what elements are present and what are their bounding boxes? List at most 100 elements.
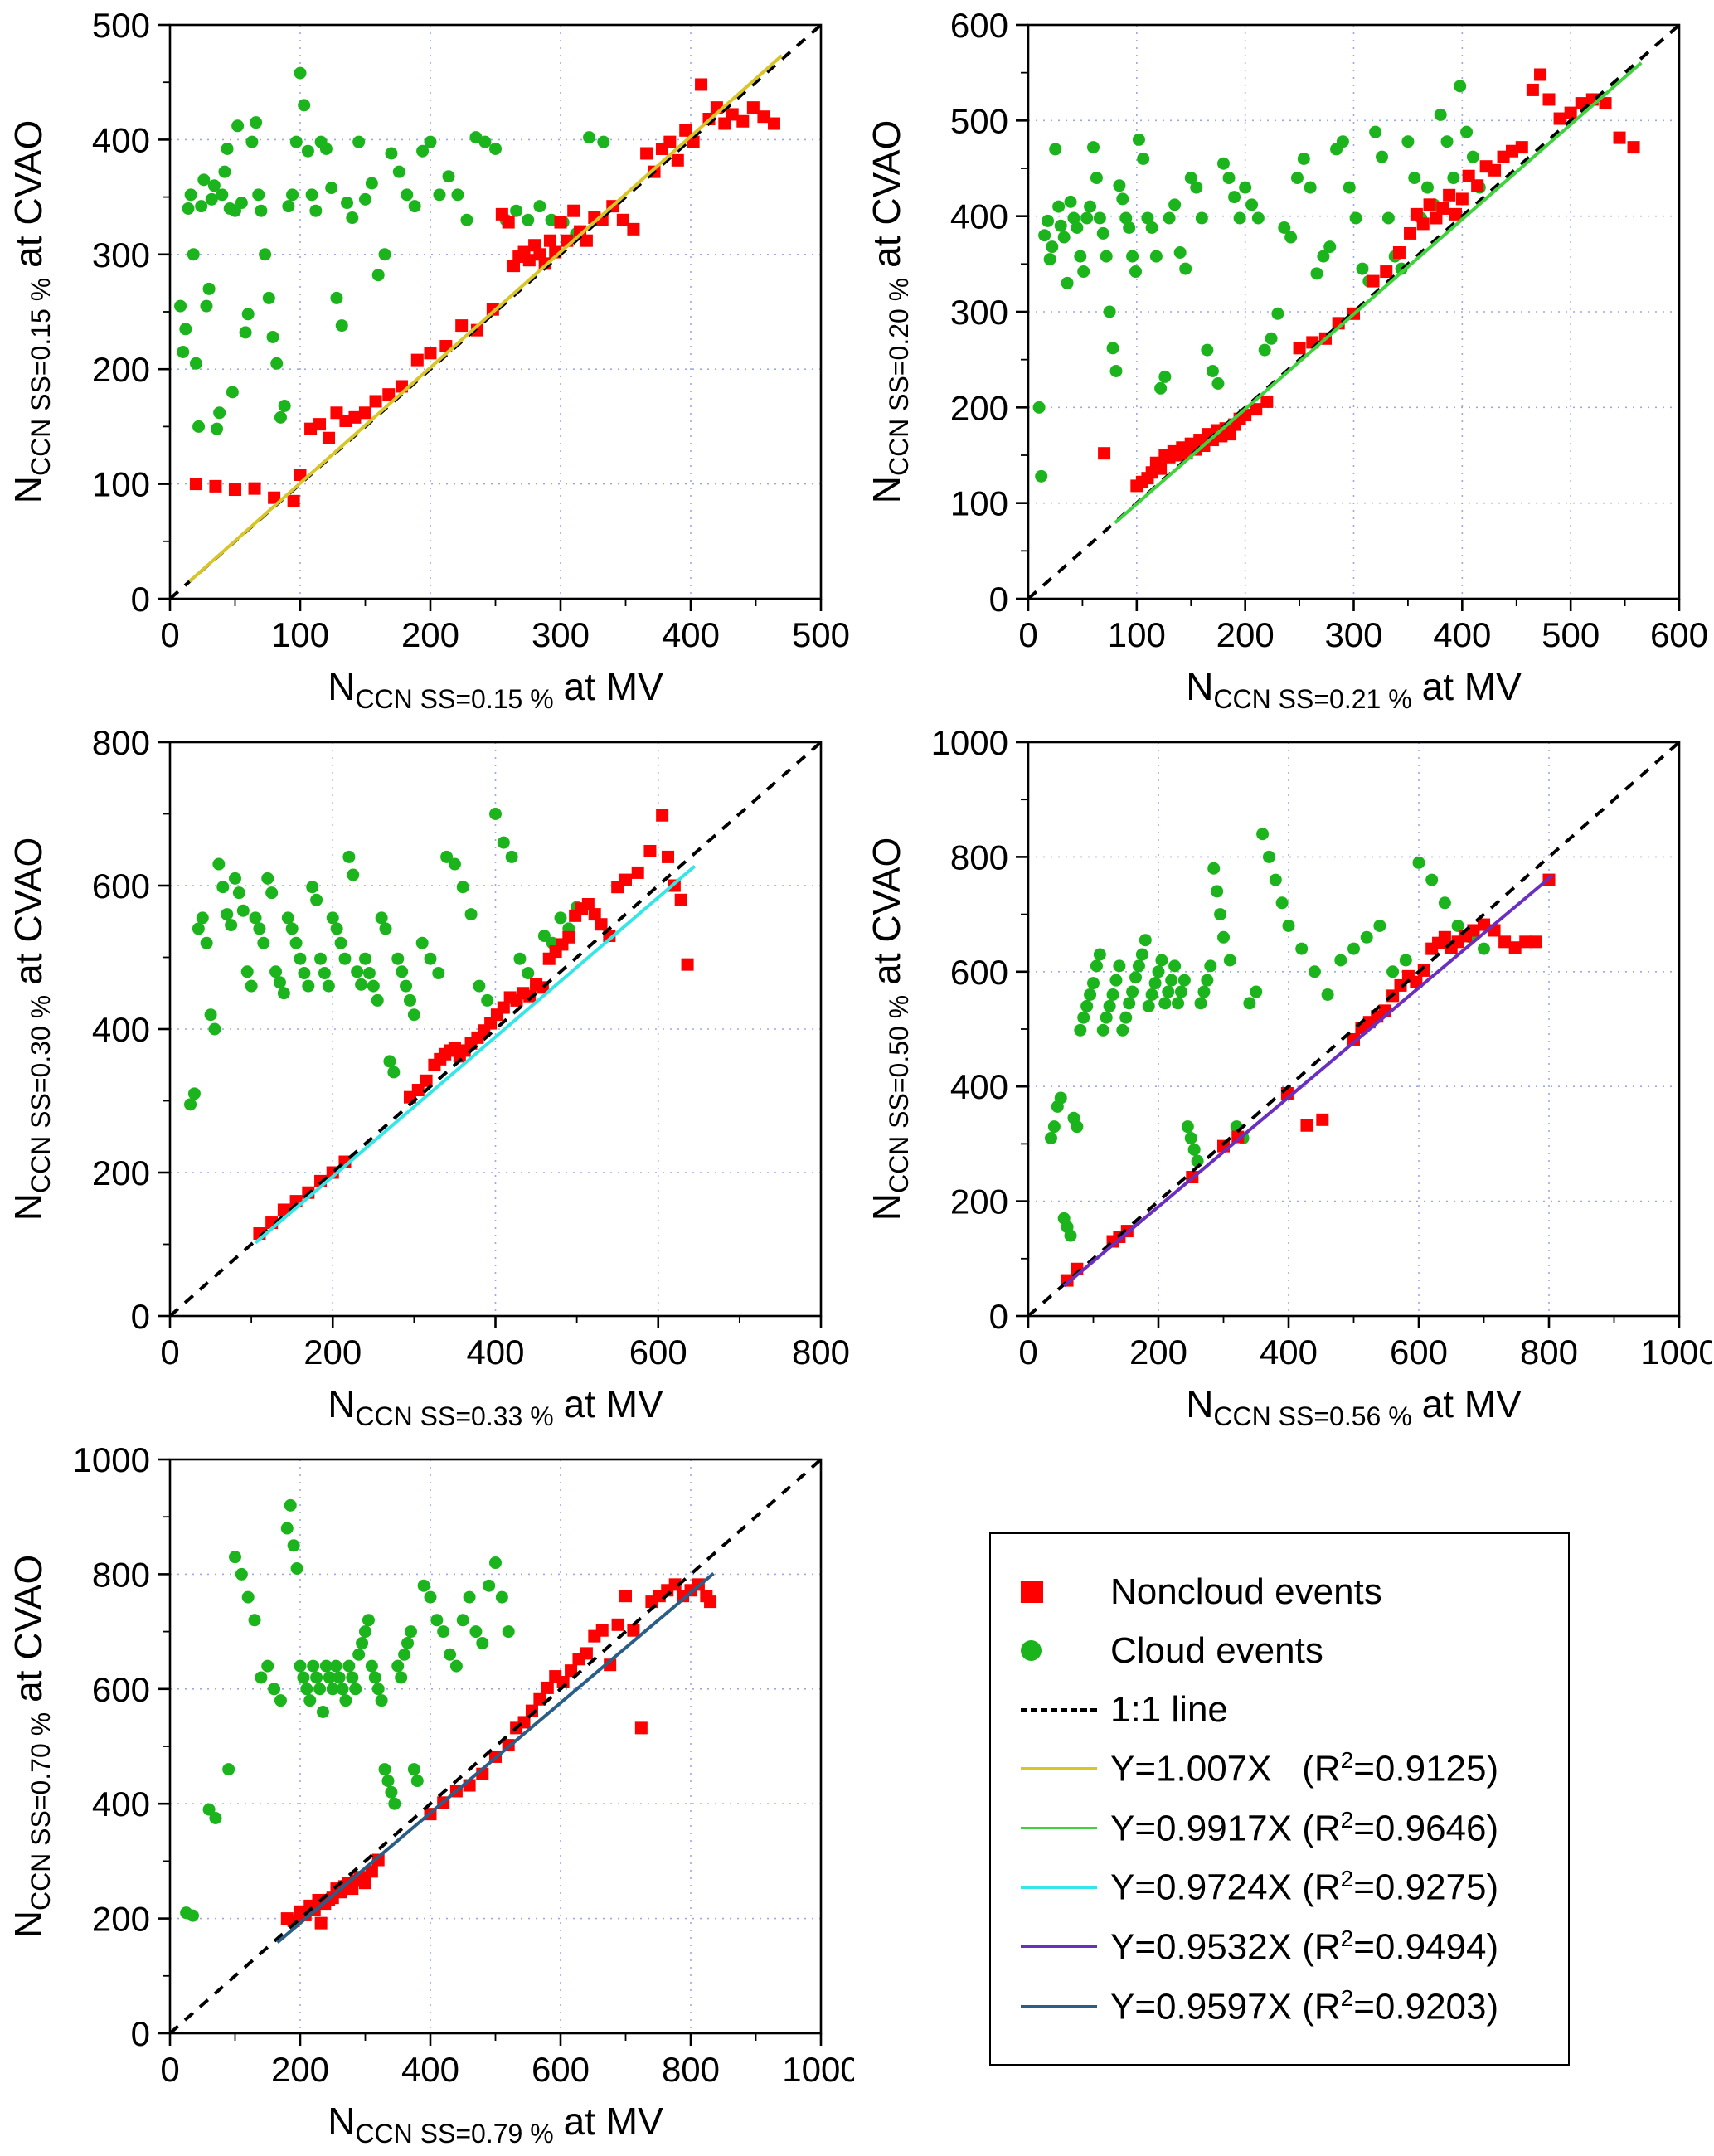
x-tick-label: 200 <box>1216 615 1275 654</box>
legend-item-fit-015: Y=1.007X (R2=0.9125) <box>1012 1746 1546 1792</box>
plot-frame <box>168 23 823 600</box>
axis-ticks <box>1016 23 1681 611</box>
y-tick-label: 0 <box>131 580 150 619</box>
x-tick-label: 0 <box>1018 615 1037 654</box>
panel-5-svg: 0 200 400 600 800 1000 0 200 400 600 800 1000 NCCN S… <box>7 1440 860 2149</box>
scatter-panel-5: 0 200 400 600 800 1000 0 200 400 600 800 1000 NCCN S… <box>0 1440 860 2156</box>
legend-item-noncloud: Noncloud events <box>1012 1569 1546 1615</box>
scatter-panel-4: 0 200 400 600 800 1000 0 200 400 600 800 1000 NCCN S… <box>858 723 1714 1439</box>
x-tick-label: 800 <box>662 2050 720 2089</box>
fit-line <box>276 1571 715 1944</box>
grid-lines <box>1028 742 1679 1316</box>
legend-item-label: Cloud events <box>1110 1630 1323 1671</box>
y-tick-label: 800 <box>92 1555 150 1594</box>
x-tick-label: 200 <box>1129 1333 1187 1372</box>
x-tick-label: 0 <box>1018 1333 1037 1372</box>
one-to-one-line <box>170 742 821 1316</box>
cloud-series <box>1032 80 1486 483</box>
axis-ticks <box>158 741 823 1328</box>
legend-item-fit-070: Y=0.9597X (R2=0.9203) <box>1012 1984 1546 2030</box>
x-tick-label: 300 <box>1324 615 1382 654</box>
red-square-icon <box>1012 1581 1110 1603</box>
y-tick-label: 200 <box>92 1900 150 1939</box>
y-tick-label: 200 <box>92 350 150 389</box>
legend-item-fit-020: Y=0.9917X (R2=0.9646) <box>1012 1805 1546 1852</box>
x-tick-label: 400 <box>1433 615 1491 654</box>
x-axis-title: NCCN SS=0.79 % at MV <box>328 2100 663 2149</box>
plot-frame <box>1027 23 1681 600</box>
x-tick-label: 600 <box>629 1333 687 1372</box>
x-tick-label: 0 <box>160 1333 179 1372</box>
x-tick-label: 0 <box>160 2050 179 2089</box>
blue-line-icon <box>1012 2004 1110 2008</box>
x-axis-title: NCCN SS=0.21 % at MV <box>1186 665 1522 714</box>
y-tick-label: 600 <box>92 867 150 906</box>
cloud-series <box>1044 828 1490 1242</box>
x-tick-label: 600 <box>1650 615 1708 654</box>
cloud-series <box>180 1498 515 1922</box>
legend-item-label: Y=0.9597X (R2=0.9203) <box>1110 1984 1499 2027</box>
purple-line-icon <box>1012 1945 1110 1949</box>
y-tick-label: 1000 <box>931 726 1008 762</box>
x-axis-title: NCCN SS=0.33 % at MV <box>328 1382 663 1431</box>
y-tick-label: 0 <box>131 1297 150 1336</box>
y-tick-label: 400 <box>950 197 1008 236</box>
y-tick-label: 300 <box>950 293 1008 332</box>
dashed-line-icon <box>1012 1707 1110 1712</box>
x-tick-label: 800 <box>792 1333 850 1372</box>
yellow-line-icon <box>1012 1767 1110 1770</box>
x-axis-title: NCCN SS=0.15 % at MV <box>328 665 663 714</box>
y-axis-title: NCCN SS=0.20 %at CVAO <box>865 120 914 504</box>
legend-item-fit-030: Y=0.9724X (R2=0.9275) <box>1012 1864 1546 1911</box>
x-tick-label: 1000 <box>1640 1333 1712 1372</box>
x-tick-label: 400 <box>466 1333 524 1372</box>
cyan-line-icon <box>1012 1886 1110 1889</box>
fit-line <box>1062 874 1554 1288</box>
x-tick-label: 1000 <box>782 2050 854 2089</box>
legend-item-label: Y=0.9917X (R2=0.9646) <box>1110 1806 1499 1849</box>
x-tick-label: 400 <box>662 615 720 654</box>
scatter-panel-2: 0 100 200 300 400 500 600 0 100 200 300 400 500 600 NC… <box>858 6 1712 721</box>
y-axis-title: NCCN SS=0.30 %at CVAO <box>7 838 56 1221</box>
y-axis-title: NCCN SS=0.50 %at CVAO <box>865 838 914 1221</box>
legend-item-label: Noncloud events <box>1110 1571 1382 1612</box>
legend-item-label: Y=0.9724X (R2=0.9275) <box>1110 1866 1499 1908</box>
x-axis-title: NCCN SS=0.56 % at MV <box>1186 1382 1522 1431</box>
one-to-one-line <box>1028 742 1679 1316</box>
y-tick-label: 0 <box>131 2014 150 2053</box>
noncloud-series <box>253 808 694 1241</box>
legend: Noncloud events Cloud events 1:1 line Y=1.0… <box>989 1532 1570 2066</box>
y-tick-label: 100 <box>950 484 1008 523</box>
y-tick-label: 1000 <box>73 1443 150 1479</box>
noncloud-series <box>1098 68 1640 493</box>
plot-frame <box>168 1458 823 2035</box>
panel-1-svg: 0 100 200 300 400 500 0 100 200 300 400 500 NCCN SS=… <box>7 6 850 714</box>
y-tick-label: 400 <box>92 1785 150 1823</box>
y-tick-label: 100 <box>92 465 150 504</box>
y-tick-label: 200 <box>92 1153 150 1192</box>
x-tick-label: 100 <box>271 615 329 654</box>
x-tick-label: 800 <box>1520 1333 1578 1372</box>
x-tick-label: 300 <box>532 615 590 654</box>
x-tick-label: 100 <box>1108 615 1166 654</box>
plot-frame <box>168 741 823 1318</box>
legend-item-one-to-one: 1:1 line <box>1012 1687 1546 1732</box>
green-line-icon <box>1012 1826 1110 1829</box>
y-tick-label: 0 <box>989 580 1008 619</box>
x-tick-label: 500 <box>1542 615 1600 654</box>
y-tick-label: 800 <box>950 838 1008 876</box>
x-tick-label: 200 <box>401 615 459 654</box>
grid-lines <box>170 25 821 599</box>
axis-ticks <box>158 1458 823 2046</box>
panel-3-svg: 0 200 400 600 800 0 200 400 600 800 NCCN SS=0.33 %… <box>7 723 850 1431</box>
grid-lines <box>170 1459 821 2033</box>
green-circle-icon <box>1012 1640 1110 1661</box>
x-tick-label: 600 <box>532 2050 590 2089</box>
legend-item-label: 1:1 line <box>1110 1689 1228 1730</box>
y-tick-label: 400 <box>92 120 150 159</box>
scatter-panel-1: 0 100 200 300 400 500 0 100 200 300 400 500 NCCN SS=… <box>0 6 854 721</box>
scatter-panel-3: 0 200 400 600 800 0 200 400 600 800 NCCN SS=0.33 %… <box>0 723 854 1439</box>
y-tick-label: 600 <box>950 8 1008 45</box>
y-tick-label: 500 <box>92 8 150 45</box>
